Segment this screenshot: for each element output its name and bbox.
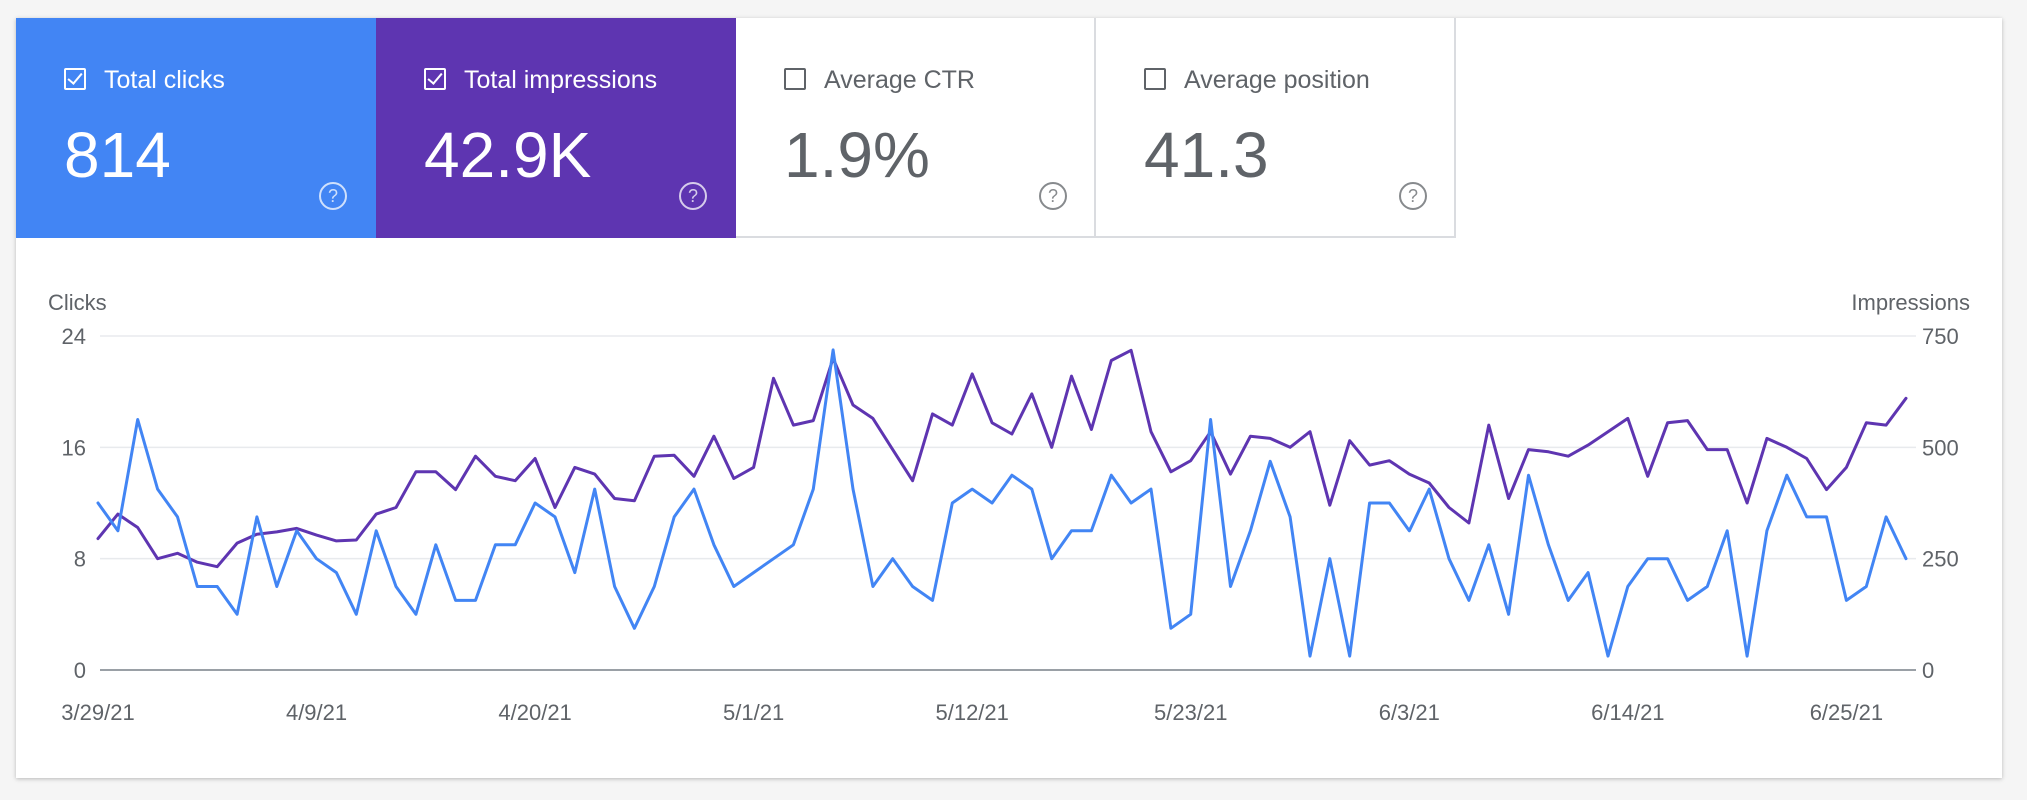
right-tick-label: 250: [1922, 547, 1959, 572]
left-tick-label: 8: [74, 547, 86, 572]
left-tick-label: 24: [62, 324, 86, 349]
help-icon[interactable]: ?: [1399, 182, 1427, 210]
right-axis-ticks: 750 500 250 0: [1922, 324, 1959, 683]
metric-label: Average CTR: [824, 66, 975, 94]
help-icon[interactable]: ?: [679, 182, 707, 210]
help-icon[interactable]: ?: [1039, 182, 1067, 210]
x-tick-label: 5/12/21: [935, 700, 1008, 725]
x-tick-label: 6/3/21: [1379, 700, 1440, 725]
left-tick-label: 16: [62, 435, 86, 460]
x-tick-label: 4/9/21: [286, 700, 347, 725]
x-tick-label: 4/20/21: [498, 700, 571, 725]
x-tick-label: 5/23/21: [1154, 700, 1227, 725]
average-ctr-card[interactable]: Average CTR 1.9% ?: [736, 18, 1096, 238]
right-tick-label: 500: [1922, 435, 1959, 460]
left-axis-title: Clicks: [48, 290, 107, 315]
total-impressions-card[interactable]: Total impressions 42.9K ?: [376, 18, 736, 238]
x-axis-ticks: 3/29/21 4/9/21 4/20/21 5/1/21 5/12/21 5/23/21…: [61, 700, 1883, 725]
metric-value: 814: [64, 119, 171, 191]
average-position-card[interactable]: Average position 41.3 ?: [1096, 18, 1456, 238]
checkbox-checked-icon[interactable]: [424, 68, 446, 90]
impressions-series-line: [96, 348, 1908, 569]
x-tick-label: 6/25/21: [1810, 700, 1883, 725]
metric-label: Total impressions: [464, 66, 658, 94]
series-layer: [96, 348, 1908, 658]
performance-line-chart: Clicks Impressions 24 16 8 0 750 500 250 0 3/2…: [48, 290, 1970, 725]
metric-value: 41.3: [1144, 119, 1269, 191]
metric-value: 1.9%: [784, 119, 930, 191]
checkbox-unchecked-icon[interactable]: [784, 68, 806, 90]
help-icon[interactable]: ?: [319, 182, 347, 210]
left-axis-ticks: 24 16 8 0: [62, 324, 86, 683]
checkbox-checked-icon[interactable]: [64, 68, 86, 90]
right-tick-label: 0: [1922, 658, 1934, 683]
total-clicks-card[interactable]: Total clicks 814 ?: [16, 18, 376, 238]
clicks-series-line: [96, 348, 1908, 658]
left-tick-label: 0: [74, 658, 86, 683]
right-tick-label: 750: [1922, 324, 1959, 349]
metric-value: 42.9K: [424, 119, 592, 191]
performance-card: Total clicks 814 ? Total impressions 42.…: [16, 18, 2002, 778]
x-tick-label: 6/14/21: [1591, 700, 1664, 725]
x-tick-label: 5/1/21: [723, 700, 784, 725]
grid-lines: [100, 335, 1916, 671]
x-tick-label: 3/29/21: [61, 700, 134, 725]
right-axis-title: Impressions: [1851, 290, 1970, 315]
checkbox-unchecked-icon[interactable]: [1144, 68, 1166, 90]
metric-label: Total clicks: [104, 66, 225, 94]
metric-label: Average position: [1184, 66, 1370, 94]
